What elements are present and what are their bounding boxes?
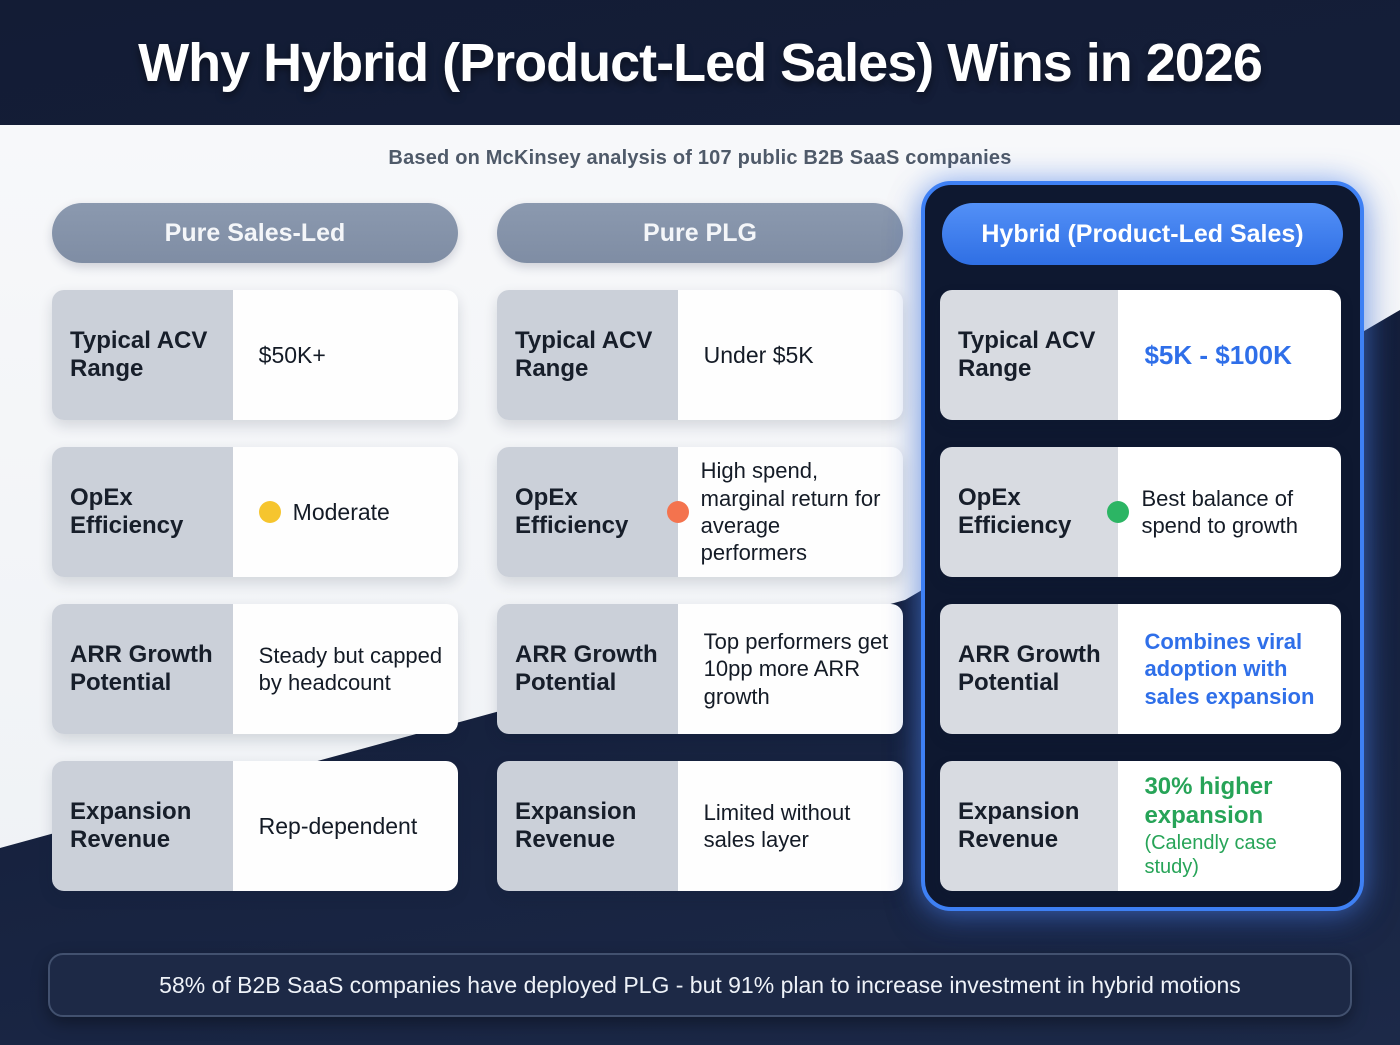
card-hybrid-expansion: Expansion Revenue 30% higher expansion (…	[940, 761, 1341, 891]
card-label: Typical ACV Range	[497, 290, 678, 420]
card-value: Combines viral adoption with sales expan…	[1118, 604, 1341, 734]
card-value: Steady but capped by headcount	[232, 604, 458, 734]
page-title: Why Hybrid (Product-Led Sales) Wins in 2…	[138, 32, 1263, 93]
card-sales-led-arr-growth: ARR Growth Potential Steady but capped b…	[52, 604, 458, 734]
card-sales-led-opex: OpEx Efficiency Moderate	[52, 447, 458, 577]
card-value-text: Moderate	[292, 498, 390, 525]
card-value: Top performers get 10pp more ARR growth	[677, 604, 903, 734]
card-value-text: Best balance of spend to growth	[1141, 485, 1298, 538]
card-value: High spend, marginal return for average …	[666, 447, 903, 577]
card-label: Typical ACV Range	[940, 290, 1119, 420]
status-dot-yellow-icon	[258, 501, 281, 523]
card-value-note: (Calendly case study)	[1144, 831, 1277, 878]
card-value: Under $5K	[677, 290, 903, 420]
card-label: Typical ACV Range	[52, 290, 233, 420]
hybrid-highlight-panel: Hybrid (Product-Led Sales) Typical ACV R…	[921, 181, 1364, 911]
subtitle: Based on McKinsey analysis of 107 public…	[388, 147, 1012, 169]
card-hybrid-acv-range: Typical ACV Range $5K - $100K	[940, 290, 1341, 420]
column-header-pure-sales-led: Pure Sales-Led	[52, 203, 458, 263]
header-band: Why Hybrid (Product-Led Sales) Wins in 2…	[0, 0, 1400, 125]
card-plg-opex: OpEx Efficiency High spend, marginal ret…	[497, 447, 903, 577]
card-label: Expansion Revenue	[52, 761, 233, 891]
status-dot-green-icon	[1107, 501, 1130, 523]
card-label: Expansion Revenue	[940, 761, 1119, 891]
card-label: OpEx Efficiency	[497, 447, 678, 577]
card-value: Rep-dependent	[232, 761, 458, 891]
card-value: 30% higher expansion (Calendly case stud…	[1118, 761, 1341, 891]
status-dot-orange-icon	[666, 501, 689, 523]
card-value: Best balance of spend to growth	[1107, 447, 1341, 577]
card-sales-led-acv-range: Typical ACV Range $50K+	[52, 290, 458, 420]
card-label: Expansion Revenue	[497, 761, 678, 891]
card-value-text: High spend, marginal return for average …	[700, 458, 881, 566]
card-value: $50K+	[232, 290, 458, 420]
footer-stat-bar: 58% of B2B SaaS companies have deployed …	[48, 953, 1352, 1017]
card-value-headline: 30% higher expansion	[1144, 773, 1273, 829]
card-label: ARR Growth Potential	[52, 604, 233, 734]
card-hybrid-arr-growth: ARR Growth Potential Combines viral adop…	[940, 604, 1341, 734]
card-plg-acv-range: Typical ACV Range Under $5K	[497, 290, 903, 420]
card-label: ARR Growth Potential	[940, 604, 1119, 734]
card-value-text: Combines viral adoption with sales expan…	[1144, 629, 1315, 709]
card-label: ARR Growth Potential	[497, 604, 678, 734]
card-label: OpEx Efficiency	[52, 447, 233, 577]
card-value: Moderate	[232, 447, 458, 577]
card-value: $5K - $100K	[1118, 290, 1341, 420]
footer-stat-text: 58% of B2B SaaS companies have deployed …	[159, 971, 1241, 998]
card-sales-led-expansion: Expansion Revenue Rep-dependent	[52, 761, 458, 891]
column-header-hybrid: Hybrid (Product-Led Sales)	[942, 203, 1343, 265]
column-header-pure-plg: Pure PLG	[497, 203, 903, 263]
card-value: Limited without sales layer	[677, 761, 903, 891]
card-hybrid-opex: OpEx Efficiency Best balance of spend to…	[940, 447, 1341, 577]
card-plg-arr-growth: ARR Growth Potential Top performers get …	[497, 604, 903, 734]
card-value-text: 30% higher expansion (Calendly case stud…	[1144, 773, 1327, 879]
card-label: OpEx Efficiency	[940, 447, 1119, 577]
card-value-text: $5K - $100K	[1144, 339, 1292, 370]
card-plg-expansion: Expansion Revenue Limited without sales …	[497, 761, 903, 891]
